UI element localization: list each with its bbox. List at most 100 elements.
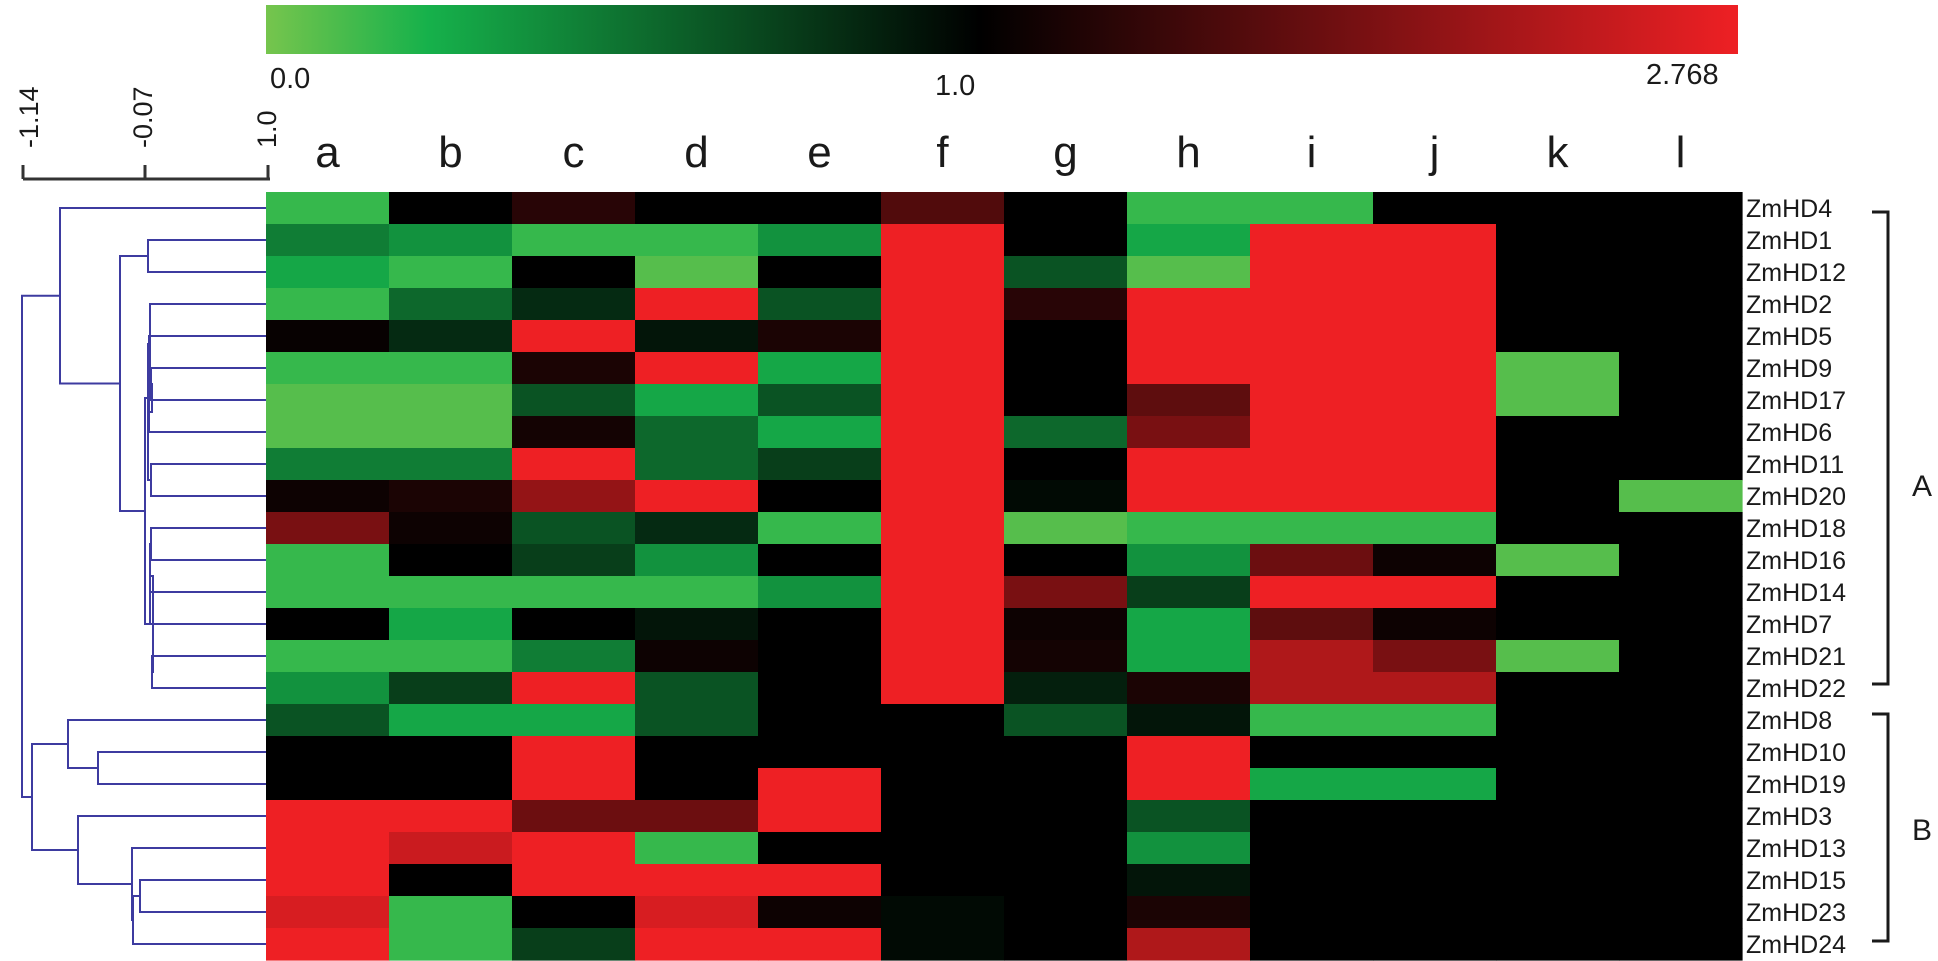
dendrogram-branch <box>97 751 266 785</box>
heatmap-cell <box>1250 320 1374 353</box>
heatmap-cell <box>1373 832 1497 865</box>
cluster-bracket-b <box>1872 712 1890 943</box>
heatmap-cell <box>1250 608 1374 641</box>
row-label: ZmHD10 <box>1746 739 1846 767</box>
dendrogram-branch <box>149 543 151 608</box>
heatmap-cell <box>1250 512 1374 545</box>
heatmap-cell <box>389 736 513 769</box>
heatmap-cell <box>1373 736 1497 769</box>
heatmap-cell <box>512 384 636 417</box>
heatmap-cell <box>1619 448 1743 481</box>
heatmap-cell <box>635 192 759 225</box>
heatmap-cell <box>389 864 513 897</box>
heatmap-cell <box>266 928 390 961</box>
cluster-label-a: A <box>1912 470 1932 503</box>
heatmap-cell <box>758 224 882 257</box>
heatmap-cell <box>1619 768 1743 801</box>
heatmap-cell <box>758 800 882 833</box>
heatmap-cell <box>1496 864 1620 897</box>
heatmap-cell <box>635 864 759 897</box>
heatmap-cell <box>389 928 513 961</box>
heatmap-cell <box>1619 608 1743 641</box>
dendrogram-branch <box>150 367 266 401</box>
heatmap-cell <box>881 800 1005 833</box>
heatmap-cell <box>1619 352 1743 385</box>
heatmap-cell <box>881 256 1005 289</box>
column-label: f <box>936 128 949 177</box>
row-label: ZmHD4 <box>1746 195 1832 223</box>
heatmap-cell <box>881 512 1005 545</box>
heatmap-cell <box>635 928 759 961</box>
heatmap-cell <box>1373 864 1497 897</box>
heatmap-cell <box>512 736 636 769</box>
heatmap-cell <box>512 704 636 737</box>
heatmap-cell <box>635 288 759 321</box>
row-label: ZmHD23 <box>1746 899 1846 927</box>
heatmap-cell <box>512 288 636 321</box>
heatmap-cell <box>266 640 390 673</box>
heatmap-cell <box>1127 224 1251 257</box>
heatmap-cell <box>266 704 390 737</box>
heatmap-cell <box>266 576 390 609</box>
heatmap-cell <box>881 832 1005 865</box>
dendrogram-branch <box>139 879 266 913</box>
dendrogram-branch <box>149 303 266 385</box>
column-label: g <box>1053 128 1077 177</box>
heatmap-cell <box>1496 896 1620 929</box>
dendrogram-branch <box>149 591 266 625</box>
heatmap-cell <box>512 832 636 865</box>
heatmap-cell <box>635 448 759 481</box>
row-label: ZmHD19 <box>1746 771 1846 799</box>
heatmap-cell <box>881 576 1005 609</box>
heatmap-cell <box>1373 256 1497 289</box>
heatmap-cell <box>1127 192 1251 225</box>
column-label: i <box>1307 128 1317 177</box>
heatmap-cell <box>1373 352 1497 385</box>
heatmap-cell <box>1250 928 1374 961</box>
heatmap-cell <box>1496 448 1620 481</box>
heatmap-cell <box>512 352 636 385</box>
heatmap-cell <box>758 672 882 705</box>
heatmap-cell <box>1496 640 1620 673</box>
heatmap-cell <box>635 768 759 801</box>
heatmap-cell <box>389 896 513 929</box>
column-labels: a b c d e f g h i j k l <box>315 128 1685 177</box>
heatmap-cell <box>266 192 390 225</box>
heatmap-cell <box>1373 768 1497 801</box>
heatmap-cell <box>881 672 1005 705</box>
heatmap-cell <box>1127 512 1251 545</box>
heatmap-cell <box>266 512 390 545</box>
column-label: a <box>315 128 340 177</box>
heatmap-cell <box>635 256 759 289</box>
heatmap-cell <box>1373 704 1497 737</box>
column-label: b <box>438 128 462 177</box>
dendrogram-tick-label: 1.0 <box>252 110 282 148</box>
heatmap-cell <box>1250 640 1374 673</box>
heatmap-cell <box>1127 640 1251 673</box>
row-label: ZmHD2 <box>1746 291 1832 319</box>
heatmap-cell <box>635 320 759 353</box>
heatmap-cell <box>758 416 882 449</box>
heatmap-cell <box>512 608 636 641</box>
row-label: ZmHD12 <box>1746 259 1846 287</box>
color-scale-bar <box>266 5 1738 54</box>
heatmap-cell <box>758 640 882 673</box>
heatmap-cell <box>1004 544 1128 577</box>
heatmap-cell <box>1127 576 1251 609</box>
heatmap-cell <box>389 256 513 289</box>
dendrogram-tick-label: -0.07 <box>128 86 158 148</box>
heatmap-cell <box>512 512 636 545</box>
row-label: ZmHD6 <box>1746 419 1832 447</box>
cluster-bracket-a <box>1872 210 1890 686</box>
heatmap-cell <box>1004 736 1128 769</box>
color-scale-min-label: 0.0 <box>270 63 310 95</box>
heatmap-cell <box>758 320 882 353</box>
heatmap-cell <box>1496 288 1620 321</box>
heatmap-cell <box>881 736 1005 769</box>
heatmap-cell <box>1004 256 1128 289</box>
heatmap-cell <box>881 768 1005 801</box>
heatmap-cell <box>1004 800 1128 833</box>
heatmap-cell <box>881 928 1005 961</box>
heatmap-cell <box>758 576 882 609</box>
